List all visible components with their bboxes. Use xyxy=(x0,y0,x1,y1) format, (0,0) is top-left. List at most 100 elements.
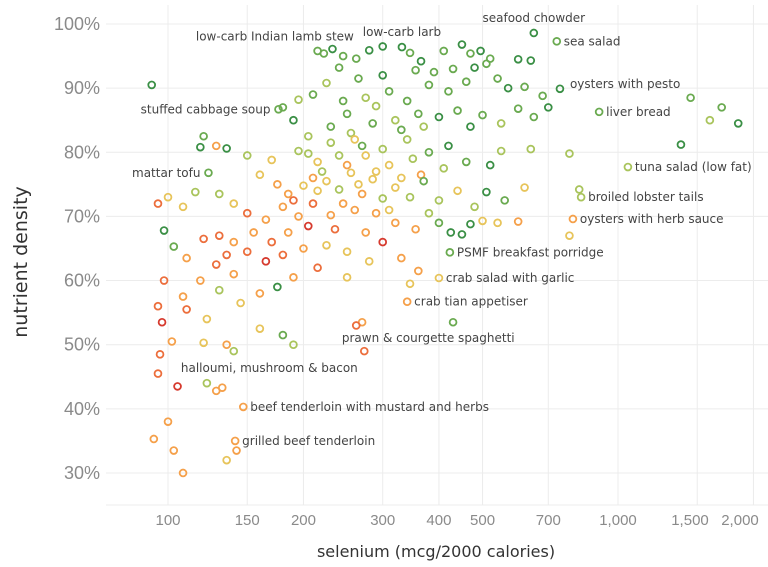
point-label: seafood chowder xyxy=(482,11,585,25)
data-point xyxy=(424,80,434,90)
data-point xyxy=(328,44,337,54)
x-tick-label: 1,000 xyxy=(599,512,637,529)
data-point xyxy=(397,253,406,263)
data-point xyxy=(448,64,458,74)
data-point xyxy=(466,122,475,131)
data-point xyxy=(346,128,356,138)
data-point xyxy=(466,219,475,229)
data-point xyxy=(513,217,523,226)
data-point xyxy=(485,160,495,170)
data-point xyxy=(294,146,303,156)
data-point xyxy=(538,91,547,101)
data-point xyxy=(303,221,313,231)
point-label: prawn & courgette spaghetti xyxy=(342,331,515,345)
data-point xyxy=(526,144,536,154)
data-point xyxy=(513,54,523,64)
labeled-data-point xyxy=(529,28,539,38)
data-point xyxy=(267,155,277,165)
data-point xyxy=(461,157,471,167)
data-point xyxy=(378,194,388,203)
data-point xyxy=(351,54,361,63)
data-point xyxy=(182,305,191,314)
data-point xyxy=(261,257,271,266)
y-tick-label: 80% xyxy=(64,142,100,162)
x-tick-label: 150 xyxy=(235,512,260,529)
point-label: halloumi, mushroom & bacon xyxy=(181,361,358,375)
data-point xyxy=(350,205,360,215)
data-point xyxy=(482,187,491,197)
y-tick-label: 50% xyxy=(64,335,100,355)
data-point xyxy=(149,434,159,444)
data-point xyxy=(255,324,265,333)
data-point xyxy=(419,122,428,131)
data-point xyxy=(482,59,491,69)
data-point xyxy=(444,141,453,151)
data-point xyxy=(278,103,288,112)
data-point xyxy=(313,263,322,273)
data-point xyxy=(405,192,415,202)
data-point xyxy=(173,382,182,391)
data-point xyxy=(405,279,415,289)
data-point xyxy=(322,176,331,186)
data-point xyxy=(397,125,406,135)
y-tick-label: 40% xyxy=(64,399,100,419)
data-point xyxy=(196,142,205,152)
data-point xyxy=(338,51,348,61)
data-point xyxy=(155,350,165,359)
point-label: sea salad xyxy=(564,34,621,48)
data-point xyxy=(478,216,487,226)
x-tick-label: 500 xyxy=(470,512,495,529)
data-point xyxy=(334,151,344,160)
data-point xyxy=(214,231,224,240)
data-point xyxy=(371,101,381,111)
data-point xyxy=(326,210,336,220)
data-point xyxy=(283,189,293,199)
data-point xyxy=(384,205,394,215)
data-point xyxy=(364,45,374,55)
data-point xyxy=(478,110,487,120)
data-point xyxy=(444,87,453,96)
data-point xyxy=(222,144,231,153)
data-point xyxy=(364,257,374,266)
gridlines xyxy=(106,5,768,506)
data-point xyxy=(267,237,277,247)
data-point xyxy=(214,189,224,199)
data-point xyxy=(493,74,502,83)
data-point xyxy=(361,228,370,237)
data-point xyxy=(378,71,388,80)
data-point xyxy=(182,253,191,263)
labeled-data-point xyxy=(576,192,586,202)
data-point xyxy=(493,218,502,228)
data-point xyxy=(211,260,221,269)
data-point xyxy=(429,67,439,77)
y-axis-ticks: 30% 40% 50% 60% 70% 80% 90% 100% xyxy=(54,14,100,483)
data-point xyxy=(461,77,471,87)
point-label: mattar tofu xyxy=(132,166,200,180)
data-point xyxy=(322,240,331,250)
data-point xyxy=(242,208,252,218)
data-point xyxy=(402,135,412,144)
point-label: broiled lobster tails xyxy=(588,190,703,204)
data-point xyxy=(466,49,475,58)
labeled-data-point xyxy=(230,436,240,446)
data-point xyxy=(357,189,367,199)
data-point xyxy=(308,199,318,208)
data-point xyxy=(342,247,352,256)
x-tick-label: 400 xyxy=(426,512,451,529)
data-point xyxy=(299,244,308,253)
data-point xyxy=(199,338,208,348)
data-point xyxy=(232,446,241,455)
y-tick-label: 100% xyxy=(54,14,100,34)
data-point xyxy=(289,273,298,282)
labeled-data-point xyxy=(568,214,578,224)
x-axis-ticks: 100 150 200 300 400 500 700 1,000 1,500 2,000 xyxy=(155,512,758,529)
data-point xyxy=(322,78,331,88)
data-point xyxy=(520,183,529,192)
data-point xyxy=(346,168,356,178)
data-point xyxy=(470,63,479,72)
data-point xyxy=(384,160,394,170)
data-point xyxy=(543,103,553,112)
data-point xyxy=(278,250,288,260)
data-point xyxy=(529,112,539,122)
data-point xyxy=(470,202,479,212)
